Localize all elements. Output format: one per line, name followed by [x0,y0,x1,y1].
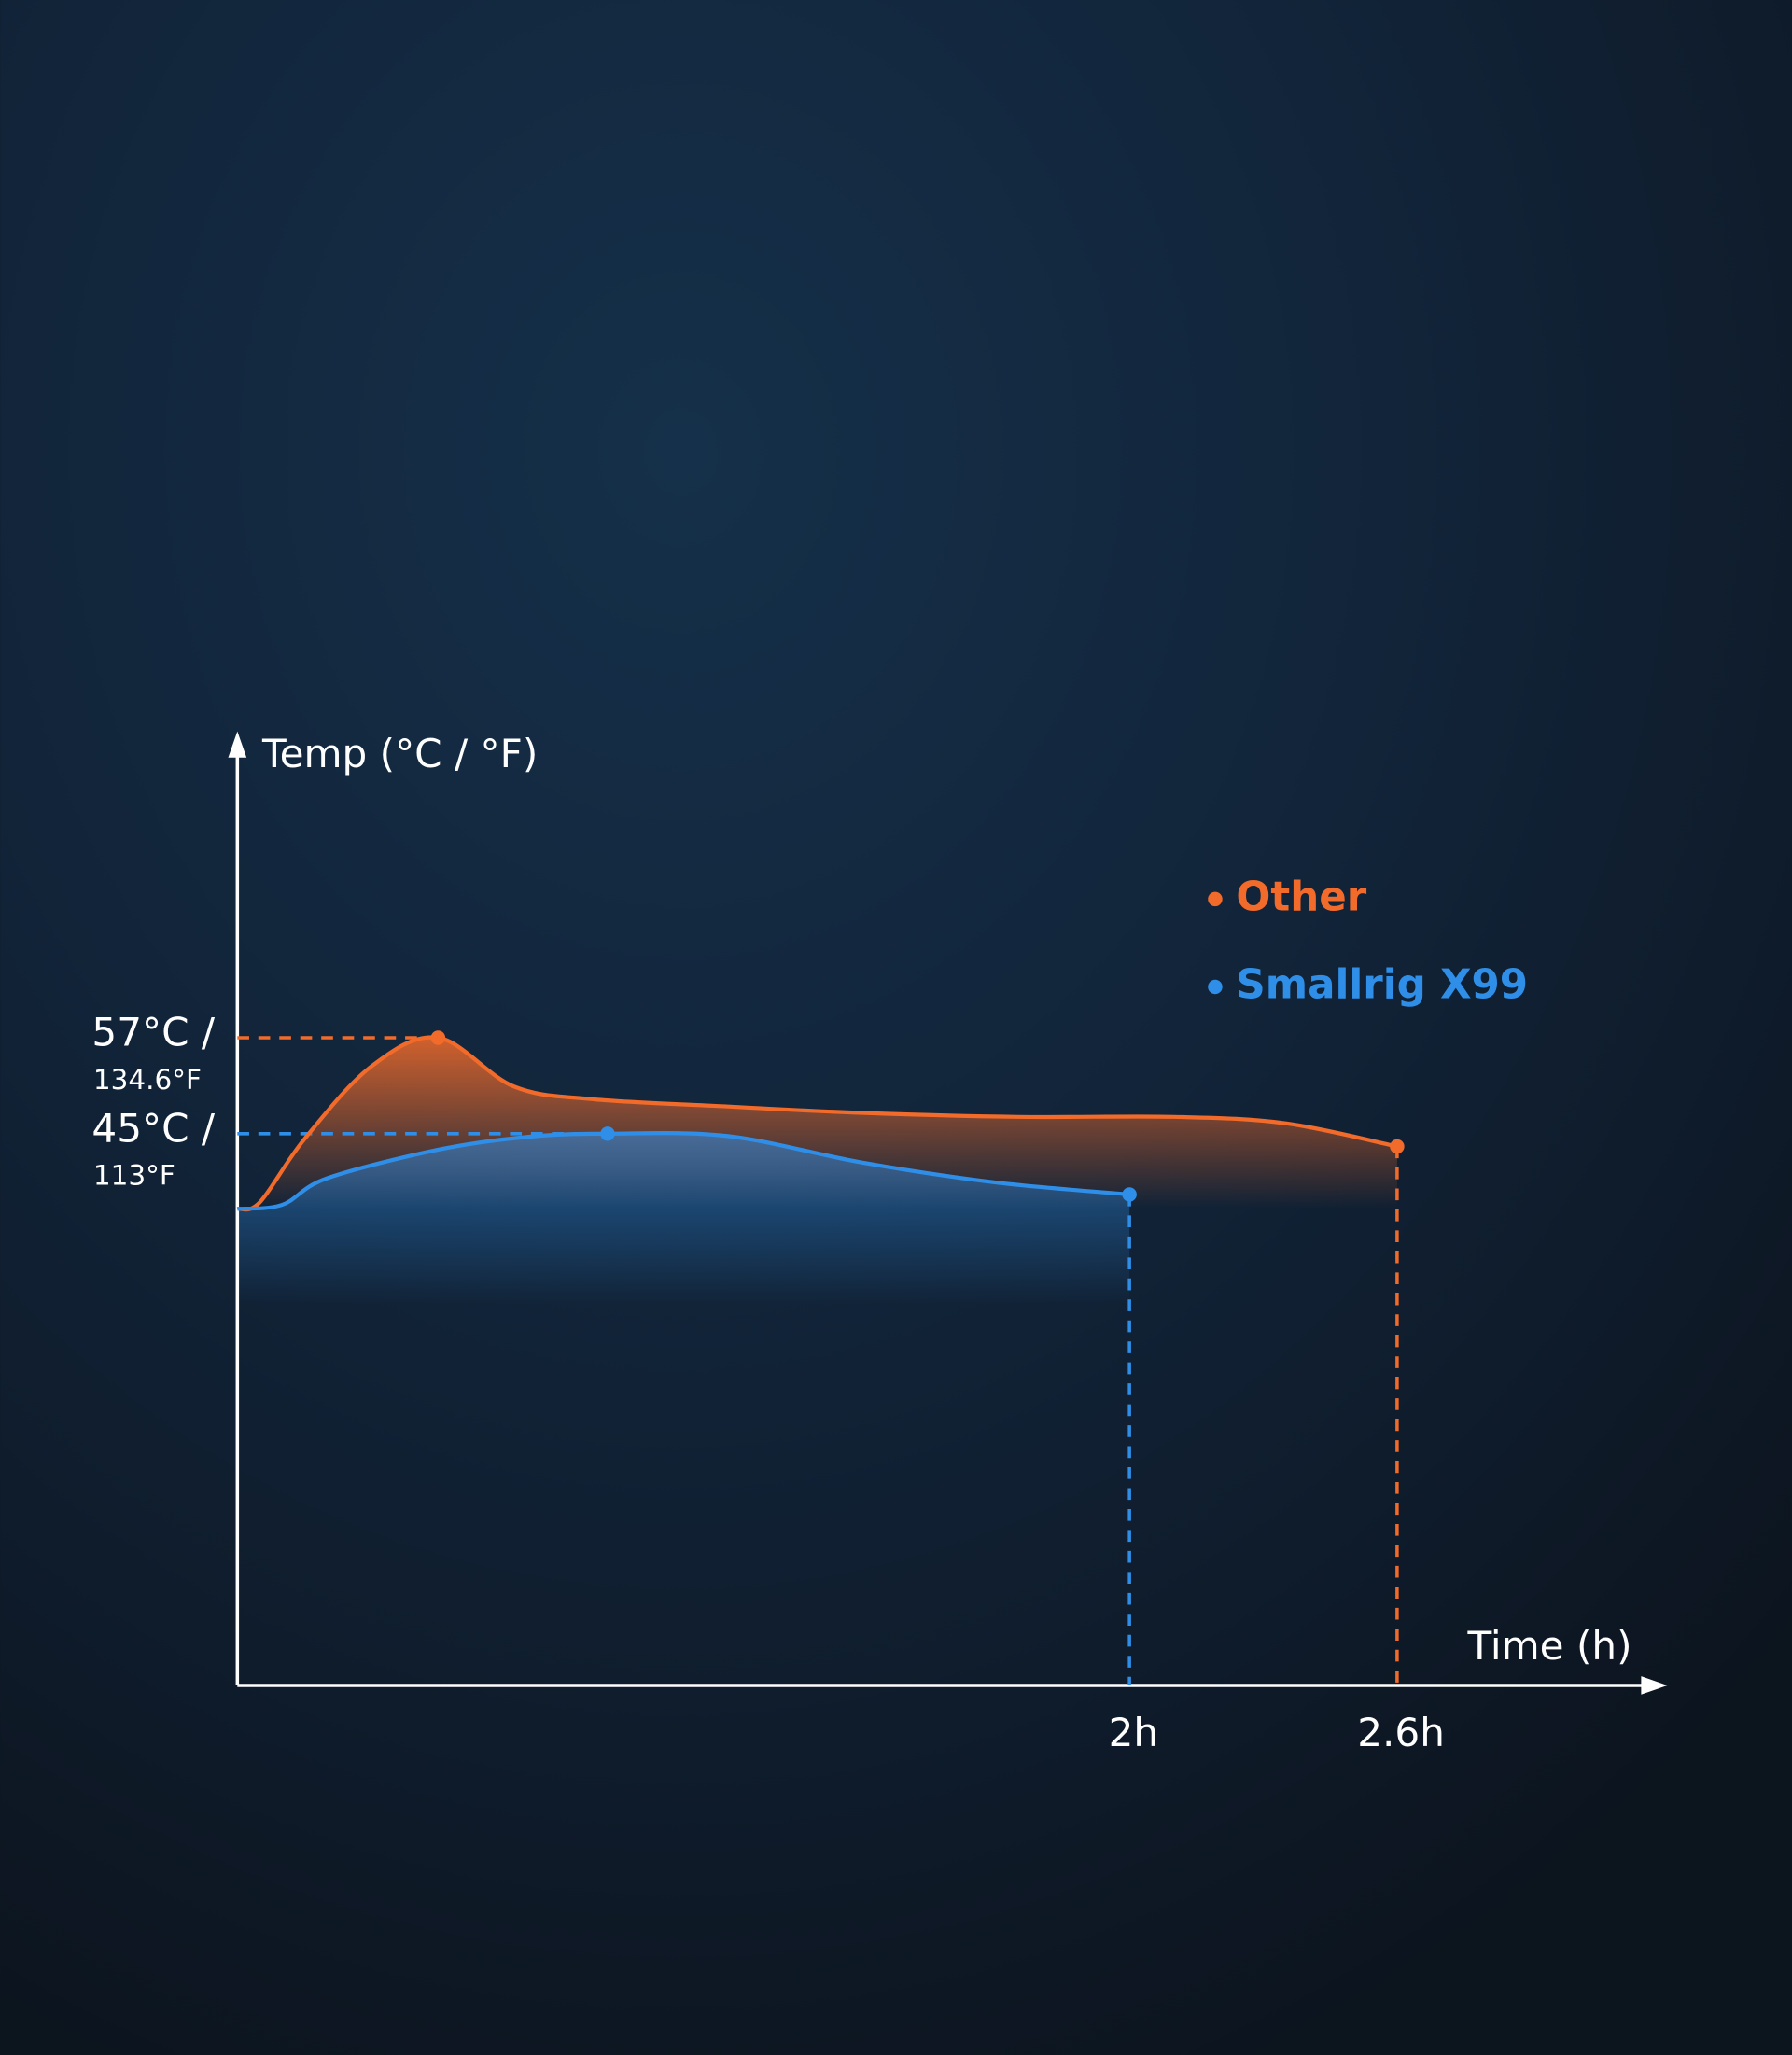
x-tick-label: 2h [1109,1710,1159,1755]
legend-marker [1208,891,1223,907]
y-tick-sublabel: 134.6°F [93,1064,202,1096]
legend-label: Smallrig X99 [1236,961,1528,1008]
x-axis-arrow [1641,1676,1668,1695]
series-area [237,1133,1130,1685]
data-point [1390,1139,1405,1154]
y-tick-label: 45°C / [91,1106,215,1152]
legend-label: Other [1236,874,1366,920]
x-axis-title: Time (h) [1466,1623,1631,1669]
y-axis-arrow [228,731,247,758]
y-axis-title: Temp (°C / °F) [261,731,538,776]
series-line [236,1035,1398,1212]
data-point [1122,1187,1137,1202]
data-point [600,1126,615,1141]
y-tick-sublabel: 113°F [93,1160,175,1192]
legend-marker [1208,979,1223,995]
data-point [430,1030,446,1045]
x-tick-label: 2.6h [1357,1710,1445,1755]
y-tick-label: 57°C / [91,1010,215,1055]
